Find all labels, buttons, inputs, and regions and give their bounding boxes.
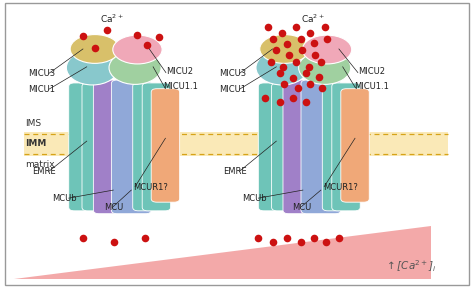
Ellipse shape	[70, 35, 119, 63]
FancyBboxPatch shape	[332, 83, 360, 211]
Point	[155, 35, 163, 40]
Point	[323, 37, 331, 41]
Point	[134, 32, 141, 37]
Text: Ca$^{2+}$: Ca$^{2+}$	[100, 12, 123, 25]
Text: MCU: MCU	[292, 203, 312, 213]
Point	[310, 235, 318, 240]
Point	[307, 31, 314, 35]
Text: MCUR1?: MCUR1?	[323, 183, 358, 192]
Point	[311, 52, 319, 57]
Point	[283, 41, 291, 46]
Point	[264, 25, 272, 30]
Text: MCU: MCU	[104, 203, 124, 213]
Point	[103, 28, 110, 33]
FancyBboxPatch shape	[151, 89, 180, 202]
Ellipse shape	[256, 50, 308, 85]
Text: EMRE: EMRE	[32, 167, 56, 176]
Text: MICU3: MICU3	[219, 69, 246, 78]
Point	[307, 81, 314, 86]
Point	[79, 235, 87, 240]
Text: MICU1: MICU1	[219, 85, 246, 94]
Point	[289, 75, 297, 80]
Point	[322, 240, 330, 245]
Text: MCUb: MCUb	[52, 194, 77, 203]
Ellipse shape	[299, 51, 351, 84]
Point	[297, 240, 305, 245]
Point	[294, 86, 301, 91]
Point	[79, 34, 87, 38]
Point	[280, 65, 287, 69]
FancyBboxPatch shape	[322, 83, 351, 211]
Text: EMRE: EMRE	[223, 167, 246, 176]
FancyBboxPatch shape	[133, 83, 161, 211]
Text: MICU2: MICU2	[166, 67, 193, 77]
Point	[297, 37, 305, 41]
FancyBboxPatch shape	[341, 89, 369, 202]
Point	[321, 25, 328, 30]
Point	[292, 25, 300, 30]
Text: MICU1.1: MICU1.1	[164, 82, 199, 92]
FancyBboxPatch shape	[69, 83, 97, 211]
Point	[289, 96, 297, 100]
FancyBboxPatch shape	[258, 83, 287, 211]
Text: MCUb: MCUb	[242, 194, 266, 203]
Point	[310, 41, 318, 46]
Point	[335, 235, 343, 240]
Point	[255, 235, 262, 240]
Text: Ca$^{2+}$: Ca$^{2+}$	[301, 12, 325, 25]
FancyBboxPatch shape	[111, 80, 151, 214]
Text: IMM: IMM	[25, 139, 46, 149]
Point	[285, 53, 293, 58]
Point	[302, 100, 310, 105]
Text: MICU3: MICU3	[28, 69, 55, 78]
Text: IMS: IMS	[25, 119, 41, 128]
Point	[262, 96, 269, 100]
Polygon shape	[14, 226, 431, 279]
Point	[283, 235, 291, 240]
FancyBboxPatch shape	[142, 83, 171, 211]
Bar	[24, 132, 448, 156]
Point	[269, 240, 276, 245]
Ellipse shape	[66, 50, 118, 85]
Point	[143, 42, 151, 47]
Ellipse shape	[260, 35, 309, 63]
Point	[318, 60, 325, 64]
Point	[281, 81, 288, 86]
FancyBboxPatch shape	[283, 80, 323, 214]
Point	[278, 31, 286, 35]
Text: MICU2: MICU2	[358, 67, 385, 77]
Point	[299, 48, 306, 53]
Point	[276, 70, 283, 75]
FancyBboxPatch shape	[301, 80, 341, 214]
Text: MCUR1?: MCUR1?	[133, 183, 168, 192]
Point	[315, 75, 322, 79]
FancyBboxPatch shape	[272, 83, 300, 211]
Point	[302, 70, 310, 75]
Point	[269, 37, 276, 41]
Text: matrix: matrix	[25, 160, 55, 169]
Point	[305, 65, 313, 69]
Point	[292, 60, 300, 64]
Ellipse shape	[113, 35, 162, 64]
Ellipse shape	[302, 35, 352, 64]
Point	[319, 86, 326, 90]
Text: $\uparrow$[Ca$^{2+}$]$_i$: $\uparrow$[Ca$^{2+}$]$_i$	[384, 259, 436, 274]
Point	[110, 240, 118, 244]
Text: MICU1: MICU1	[28, 85, 55, 94]
Point	[276, 100, 283, 105]
Point	[267, 60, 275, 64]
Ellipse shape	[109, 51, 161, 84]
Point	[272, 48, 280, 53]
Point	[91, 45, 99, 50]
Text: MICU1.1: MICU1.1	[355, 82, 390, 92]
FancyBboxPatch shape	[93, 80, 133, 214]
Point	[141, 235, 148, 240]
FancyBboxPatch shape	[82, 83, 110, 211]
